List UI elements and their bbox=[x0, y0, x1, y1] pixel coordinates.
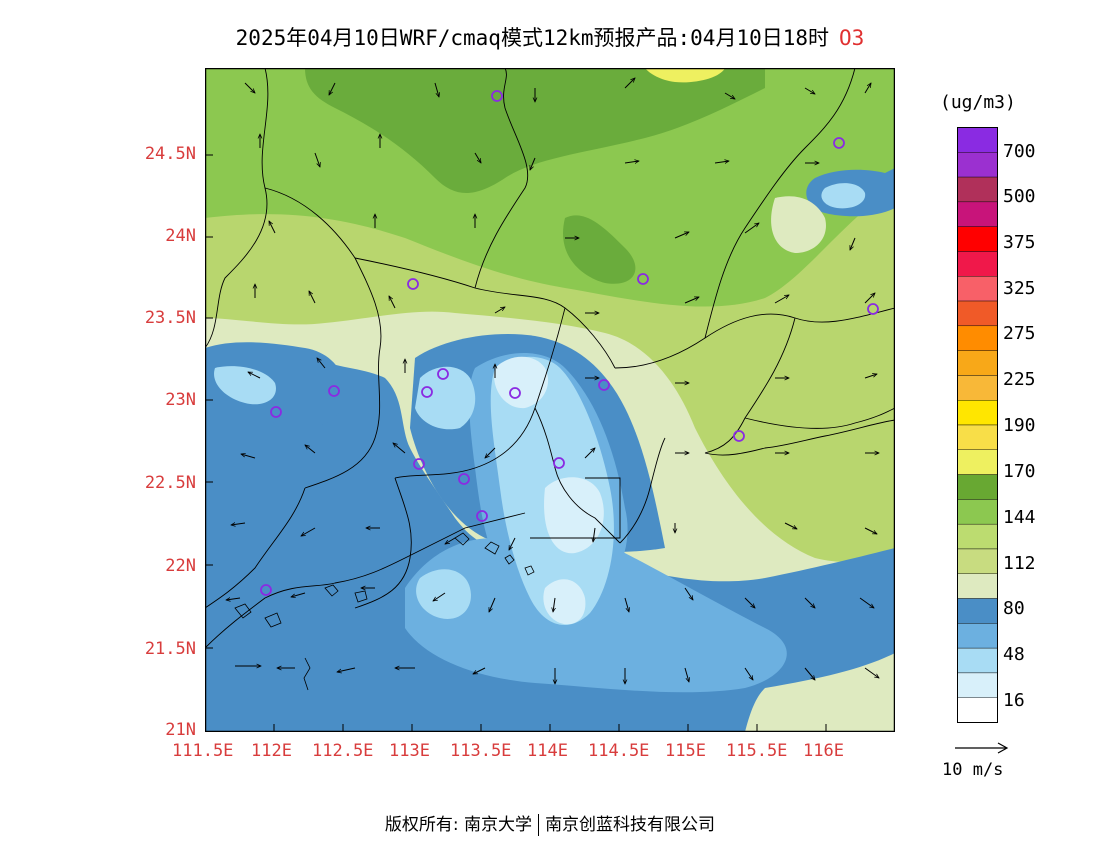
lon-label-114-5: 114.5E bbox=[588, 741, 650, 761]
lat-label-21-5: 21.5N bbox=[144, 639, 196, 659]
legend-label-275: 275 bbox=[1003, 323, 1036, 344]
northeast-light-spot bbox=[821, 183, 866, 209]
lat-label-23: 23N bbox=[165, 390, 196, 410]
legend-swatch bbox=[957, 697, 998, 723]
mid-blue-zone bbox=[405, 535, 787, 693]
wind-field bbox=[226, 78, 879, 684]
legend-swatch bbox=[957, 623, 998, 649]
legend-swatch bbox=[957, 548, 998, 574]
legend-swatch bbox=[957, 573, 998, 599]
legend-label-170: 170 bbox=[1003, 461, 1036, 482]
legend-swatch bbox=[957, 647, 998, 674]
legend-label-48: 48 bbox=[1003, 644, 1025, 665]
lon-label-115: 115E bbox=[665, 741, 706, 761]
lon-label-116: 116E bbox=[803, 741, 844, 761]
lat-label-22-5: 22.5N bbox=[144, 473, 196, 493]
legend-unit: (ug/m3) bbox=[940, 92, 1016, 113]
copyright-separator bbox=[538, 814, 540, 836]
lat-label-24: 24N bbox=[165, 226, 196, 246]
legend-swatch bbox=[957, 672, 998, 698]
legend-swatch bbox=[957, 598, 998, 624]
legend-swatch bbox=[957, 424, 998, 450]
copyright-prefix: 版权所有: 南京大学 bbox=[384, 815, 533, 835]
legend-swatch bbox=[957, 474, 998, 500]
ozone-map bbox=[205, 68, 895, 732]
station-markers bbox=[260, 90, 879, 596]
white-core-center bbox=[544, 477, 604, 554]
legend-label-500: 500 bbox=[1003, 186, 1036, 207]
lon-label-113-5: 113.5E bbox=[450, 741, 512, 761]
legend-swatch bbox=[957, 523, 998, 550]
white-core-south bbox=[543, 579, 586, 625]
copyright: 版权所有: 南京大学 南京创蓝科技有限公司 bbox=[0, 810, 1100, 836]
legend-swatch bbox=[957, 400, 998, 426]
legend-label-325: 325 bbox=[1003, 278, 1036, 299]
top-yellow-spot bbox=[645, 68, 725, 83]
legend-label-16: 16 bbox=[1003, 690, 1025, 711]
legend-swatch bbox=[957, 325, 998, 351]
wind-reference-arrow bbox=[955, 742, 1009, 754]
legend-swatch bbox=[957, 176, 998, 203]
east-pale-patch bbox=[771, 196, 826, 253]
legend-swatch bbox=[957, 350, 998, 376]
southeast-pale-strip bbox=[745, 653, 895, 732]
legend-swatch bbox=[957, 127, 998, 153]
legend-swatch bbox=[957, 226, 998, 252]
legend-label-112: 112 bbox=[1003, 553, 1036, 574]
legend-swatch bbox=[957, 276, 998, 302]
legend-swatch bbox=[957, 201, 998, 227]
lat-label-23-5: 23.5N bbox=[144, 308, 196, 328]
species-label: O3 bbox=[839, 26, 865, 50]
legend-swatch bbox=[957, 449, 998, 475]
color-legend bbox=[957, 127, 998, 723]
title-text: 2025年04月10日WRF/cmaq模式12km预报产品:04月10日18时 bbox=[235, 26, 830, 50]
lon-label-112: 112E bbox=[251, 741, 292, 761]
legend-label-225: 225 bbox=[1003, 369, 1036, 390]
lon-label-111-5: 111.5E bbox=[172, 741, 234, 761]
coastal-islands bbox=[234, 532, 535, 691]
legend-label-375: 375 bbox=[1003, 232, 1036, 253]
lon-label-113: 113E bbox=[389, 741, 430, 761]
north-dark-green-2 bbox=[563, 215, 636, 284]
legend-swatch bbox=[957, 152, 998, 178]
legend-label-700: 700 bbox=[1003, 141, 1036, 162]
admin-boundaries bbox=[205, 68, 895, 649]
lat-label-22: 22N bbox=[165, 556, 196, 576]
north-dark-green bbox=[305, 68, 765, 193]
legend-swatch bbox=[957, 499, 998, 525]
lon-label-114: 114E bbox=[527, 741, 568, 761]
legend-label-144: 144 bbox=[1003, 507, 1036, 528]
lat-label-24-5: 24.5N bbox=[144, 144, 196, 164]
legend-swatch bbox=[957, 251, 998, 277]
lon-label-115-5: 115.5E bbox=[726, 741, 788, 761]
white-core-north bbox=[494, 356, 549, 409]
copyright-suffix: 南京创蓝科技有限公司 bbox=[545, 815, 716, 835]
legend-label-80: 80 bbox=[1003, 598, 1025, 619]
legend-swatch bbox=[957, 300, 998, 327]
lat-label-21: 21N bbox=[165, 720, 196, 740]
legend-label-190: 190 bbox=[1003, 415, 1036, 436]
wind-reference-label: 10 m/s bbox=[942, 760, 1004, 780]
lon-label-112-5: 112.5E bbox=[312, 741, 374, 761]
chart-title: 2025年04月10日WRF/cmaq模式12km预报产品:04月10日18时 O… bbox=[0, 22, 1100, 52]
axis-ticks bbox=[205, 154, 827, 732]
west-light-patch bbox=[214, 366, 276, 405]
legend-swatch bbox=[957, 375, 998, 401]
light-blue-west bbox=[415, 366, 476, 430]
